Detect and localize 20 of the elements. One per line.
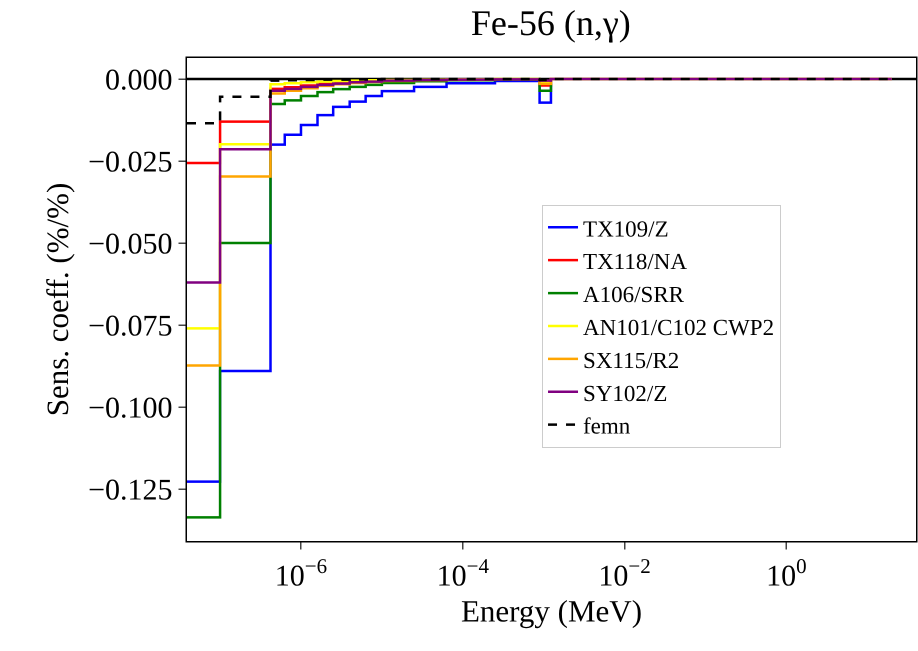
y-tick-label: 0.000 xyxy=(105,64,172,96)
x-tick-label: 10$^{−2}$ xyxy=(598,554,651,592)
legend-label: femn xyxy=(583,414,631,439)
y-tick-label: −0.050 xyxy=(88,228,172,261)
legend-label: A106/SRR xyxy=(583,282,685,308)
y-tick-label: −0.025 xyxy=(88,146,172,179)
x-axis-title: Energy (MeV) xyxy=(460,593,642,628)
y-tick-label: −0.075 xyxy=(88,310,172,343)
legend-label: AN101/C102 CWP2 xyxy=(583,314,774,340)
legend-label: SY102/Z xyxy=(583,380,668,406)
x-tick-label: 10$^{−6}$ xyxy=(274,554,328,592)
x-tick-label: 10$^{−4}$ xyxy=(436,554,490,592)
legend-label: SX115/R2 xyxy=(583,348,680,373)
y-tick-label: −0.100 xyxy=(88,392,172,425)
y-tick-label: −0.125 xyxy=(88,474,172,507)
legend-label: TX118/NA xyxy=(583,249,688,274)
x-tick-label: 10$^{0}$ xyxy=(766,554,807,592)
chart-title: Fe-56 (n,γ) xyxy=(470,2,631,43)
y-axis-title: Sens. coeff. (%/%) xyxy=(40,182,75,416)
legend-label: TX109/Z xyxy=(583,216,669,242)
